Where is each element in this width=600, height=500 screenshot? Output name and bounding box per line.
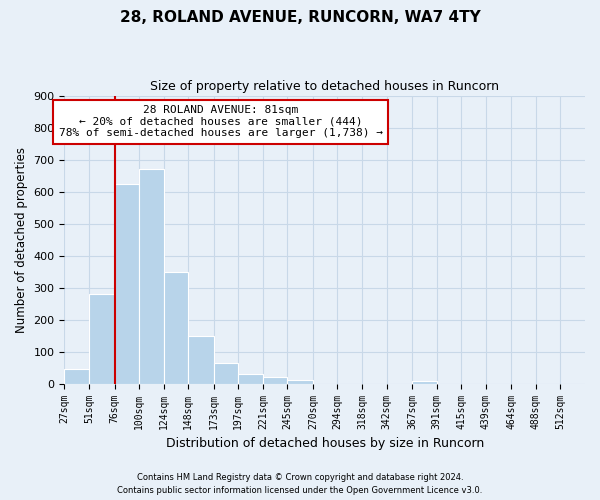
Bar — [263, 378, 287, 384]
Bar — [64, 370, 89, 384]
Title: Size of property relative to detached houses in Runcorn: Size of property relative to detached ho… — [150, 80, 499, 93]
Bar — [412, 381, 437, 384]
Bar — [238, 374, 263, 384]
Bar — [89, 294, 115, 384]
Bar — [164, 272, 188, 384]
Text: 28, ROLAND AVENUE, RUNCORN, WA7 4TY: 28, ROLAND AVENUE, RUNCORN, WA7 4TY — [119, 10, 481, 25]
Text: Contains HM Land Registry data © Crown copyright and database right 2024.
Contai: Contains HM Land Registry data © Crown c… — [118, 474, 482, 495]
Y-axis label: Number of detached properties: Number of detached properties — [15, 146, 28, 332]
Text: 28 ROLAND AVENUE: 81sqm
← 20% of detached houses are smaller (444)
78% of semi-d: 28 ROLAND AVENUE: 81sqm ← 20% of detache… — [59, 105, 383, 138]
Bar — [139, 169, 164, 384]
Bar — [115, 184, 139, 384]
Bar — [287, 380, 313, 384]
Bar — [214, 363, 238, 384]
Bar — [188, 336, 214, 384]
X-axis label: Distribution of detached houses by size in Runcorn: Distribution of detached houses by size … — [166, 437, 484, 450]
